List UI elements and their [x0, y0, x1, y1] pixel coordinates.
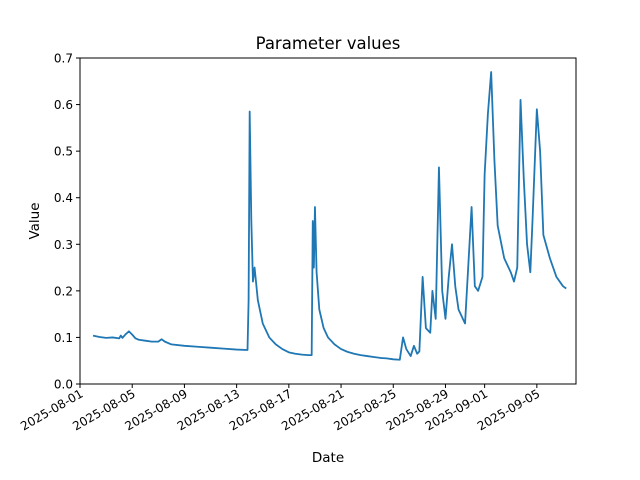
y-tick-label: 0.3 — [54, 238, 73, 252]
y-tick-label: 0.6 — [54, 98, 73, 112]
y-tick-label: 0.1 — [54, 331, 73, 345]
x-axis-label: Date — [312, 450, 344, 466]
y-axis-label: Value — [27, 202, 43, 239]
y-tick-label: 0.7 — [54, 52, 73, 66]
plot-frame — [79, 57, 577, 385]
y-tick-label: 0.2 — [54, 284, 73, 298]
series-line-1 — [92, 71, 567, 361]
chart-title: Parameter values — [256, 34, 401, 53]
y-tick-label: 0.0 — [54, 378, 73, 392]
y-tick-label: 0.5 — [54, 145, 73, 159]
y-tick-label: 0.4 — [54, 191, 73, 205]
